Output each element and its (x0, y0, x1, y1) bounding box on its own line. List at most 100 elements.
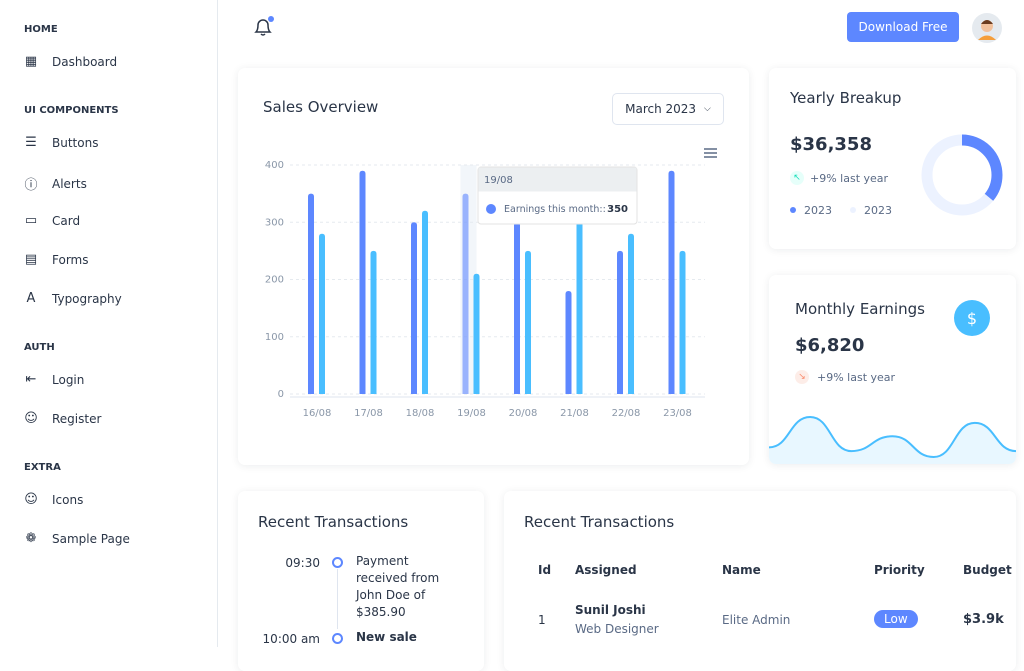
tooltip-label: Earnings this month:: (504, 204, 606, 215)
x-tick-label: 21/08 (560, 408, 589, 419)
tooltip-title: 19/08 (484, 175, 513, 186)
dollar-icon: $ (954, 300, 990, 336)
nav-icon: ☺ (24, 411, 38, 426)
cell-budget: $3.9k (963, 612, 1004, 627)
nav-icon: A (26, 291, 36, 306)
nav-item[interactable]: ⓘ Alerts (24, 174, 87, 194)
y-tick-label: 100 (265, 332, 284, 343)
bar (679, 250, 686, 394)
nav-icon: ▤ (24, 252, 38, 267)
donut-segment (921, 134, 1003, 216)
bar (473, 273, 480, 394)
table-header: Budget (963, 563, 1012, 577)
menu-icon[interactable] (704, 148, 717, 158)
timeline-time: 09:30 (285, 556, 320, 570)
change-text: +9% last year (810, 171, 889, 185)
tooltip-header (478, 167, 637, 192)
nav-label: Login (52, 372, 85, 387)
nav-item[interactable]: ▦ Dashboard (24, 54, 117, 69)
bar (308, 193, 314, 394)
sales-card: Sales Overview March 2023 ⌵ 0 100 200 300 400… (238, 68, 749, 465)
up-icon: ↖ (790, 171, 804, 185)
download-button[interactable]: Download Free (847, 12, 959, 42)
nav-label: Icons (52, 492, 84, 507)
card-title: Recent Transactions (258, 513, 409, 531)
nav-label: Forms (52, 252, 89, 267)
nav-item[interactable]: ▤ Forms (24, 252, 89, 267)
bar (565, 290, 572, 394)
table-header: Name (722, 563, 761, 577)
x-tick-label: 23/08 (663, 408, 692, 419)
bar (514, 222, 520, 394)
x-tick-label: 17/08 (354, 408, 383, 419)
chevron: ⌵ (704, 104, 711, 114)
x-tick-label: 22/08 (612, 408, 641, 419)
y-tick-label: 300 (265, 217, 284, 228)
change: ↖ +9% last year (790, 171, 888, 185)
sales-chart: 0 100 200 300 400 16/08 17/08 18/08 19/08 20/08 21… (265, 148, 717, 419)
x-tick-label: 16/08 (303, 408, 332, 419)
nav-label: Buttons (52, 135, 99, 150)
timeline-time: 10:00 am (262, 632, 320, 646)
table-header: Id (538, 563, 552, 577)
legend-dot (790, 207, 796, 213)
area-line (769, 415, 1016, 459)
nav-label: Typography (52, 291, 122, 306)
monthly-card: Monthly Earnings $6,820 ↘ +9% last year $ (769, 275, 1016, 464)
table-header: Priority (874, 563, 925, 577)
bar (319, 233, 325, 394)
section-title: AUTH (24, 342, 55, 353)
nav-item[interactable]: ☺ Icons (24, 492, 83, 507)
amount: $36,358 (790, 134, 872, 155)
nav-item[interactable]: ❁ Sample Page (24, 531, 130, 546)
y-tick-label: 200 (265, 275, 284, 286)
bar (617, 250, 623, 394)
bar (525, 250, 531, 394)
amount: $6,820 (795, 335, 865, 356)
nav-label: Card (52, 213, 81, 228)
donut-chart: 2023 2023 (790, 134, 1003, 217)
bar (370, 250, 377, 394)
priority-badge: Low (874, 610, 918, 628)
nav-item[interactable]: ▭ Card (24, 213, 80, 228)
nav-item[interactable]: ☺ Register (24, 411, 101, 426)
legend-label: 2023 (804, 204, 832, 217)
card-title: Monthly Earnings (795, 300, 925, 318)
bar (628, 233, 634, 394)
nav-label: Alerts (52, 176, 87, 191)
cell-id: 1 (538, 613, 546, 627)
table-card: Recent Transactions Id Assigned Name Priori… (504, 491, 1016, 671)
month-label: March 2023 (625, 102, 697, 116)
month-select[interactable]: March 2023 ⌵ (612, 93, 724, 125)
tooltip-value: 350 (607, 204, 628, 215)
timeline-dot (332, 557, 343, 568)
nav-item[interactable]: ⇤ Login (24, 372, 85, 387)
nav-item[interactable]: A Typography (24, 291, 122, 306)
bar (576, 216, 583, 394)
y-tick-label: 0 (278, 389, 284, 400)
nav-icon: ☰ (25, 135, 37, 150)
bar (411, 222, 417, 394)
change: ↘ +9% last year (795, 370, 895, 384)
nav-icon: ❁ (25, 531, 37, 546)
timeline-text: New sale (356, 630, 417, 644)
nav-icon: ⓘ (24, 178, 38, 193)
change-text: +9% last year (817, 370, 896, 384)
notification-bell[interactable] (252, 16, 278, 38)
section-title: UI COMPONENTS (24, 105, 119, 116)
timeline-text: Payment received from John Doe of $385.9… (356, 554, 440, 619)
body: HOME ▦ Dashboard UI COMPONENTS ☰ Buttons ⓘ Aler… (24, 0, 1016, 647)
bar (422, 210, 428, 394)
avatar[interactable] (972, 13, 1002, 43)
y-tick-label: 400 (265, 160, 284, 171)
cell-name: Elite Admin (722, 613, 791, 627)
x-tick-label: 19/08 (457, 408, 486, 419)
down-icon: ↘ (795, 370, 809, 384)
nav-label: Sample Page (52, 531, 130, 546)
card-title: Sales Overview (263, 98, 379, 116)
nav-item[interactable]: ☰ Buttons (24, 135, 98, 150)
nav-icon: ▦ (24, 54, 38, 69)
section-title: HOME (24, 24, 58, 35)
nav-icon: ⇤ (25, 372, 37, 387)
